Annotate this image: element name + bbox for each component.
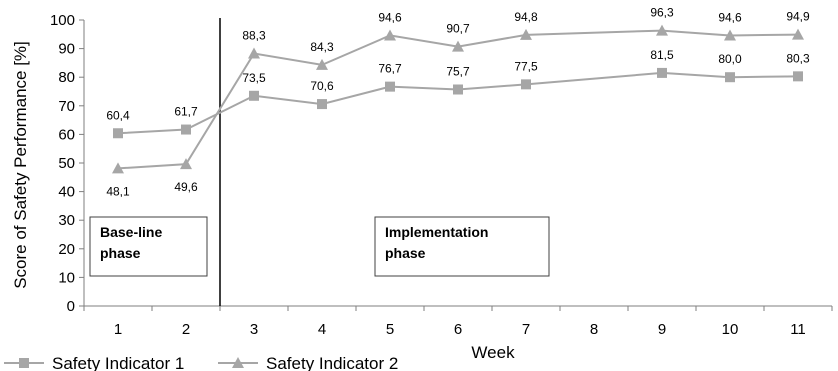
safety-indicator-1-marker [725,72,735,83]
safety-indicator-2-data-label: 96,3 [650,6,674,20]
plot-area: 0 10 20 30 40 50 60 70 80 90 100 1 2 3 4 5 6 7 8 9 10 11 Week S… [4,6,833,371]
safety-indicator-2-data-label: 49,6 [174,180,198,194]
safety-indicator-1-marker [113,128,123,139]
y-tick-label: 70 [58,98,75,115]
safety-indicator-2-data-label: 94,6 [718,10,742,24]
safety-indicator-2-marker [248,47,260,59]
safety-indicator-2-data-label: 90,7 [446,22,470,36]
y-tick-label: 40 [58,184,75,201]
x-axis-title: Week [471,343,515,362]
safety-indicator-2-data-label: 84,3 [310,40,334,54]
x-tick-label: 1 [114,321,122,338]
phase-box [374,216,550,277]
safety-indicator-2-marker [452,40,464,52]
safety-indicator-1-marker [521,79,531,90]
phase-label-line1: Implementation [385,224,488,240]
phase-label-line2: phase [385,245,426,261]
safety-indicator-1-marker [249,90,259,101]
safety-indicator-1-data-label: 77,5 [514,59,538,73]
legend-marker-safety-indicator-1 [19,358,29,368]
safety-indicator-1-data-label: 76,7 [378,62,402,76]
phase-label-line2: phase [100,245,141,261]
y-tick-label: 60 [58,126,75,143]
safety-indicator-2-marker [316,58,328,70]
safety-indicator-1-data-label: 75,7 [446,64,470,78]
safety-indicator-2-marker [792,28,804,40]
safety-indicator-2-data-label: 94,9 [786,10,810,24]
safety-indicator-1-data-label: 73,5 [242,71,266,85]
legend-label-safety-indicator-1: Safety Indicator 1 [52,354,184,371]
safety-indicator-1-marker [793,71,803,82]
safety-indicator-2-data-label: 48,1 [106,184,130,198]
legend-label-safety-indicator-2: Safety Indicator 2 [266,354,398,371]
safety-indicator-2-data-label: 88,3 [242,28,266,42]
x-tick-label: 4 [318,321,326,338]
x-tick-label: 6 [454,321,462,338]
y-tick-label: 100 [50,12,75,29]
y-axis-title: Score of Safety Performance [%] [11,41,30,289]
y-tick-label: 0 [67,298,75,315]
safety-indicator-1-data-label: 61,7 [174,105,198,119]
y-tick-label: 80 [58,69,75,86]
safety-indicator-2-marker [180,158,192,170]
safety-indicator-2-marker [520,28,532,40]
y-tick-label: 20 [58,241,75,258]
safety-indicator-2-marker [384,29,396,41]
safety-indicator-2-marker [112,162,124,174]
phase-box [89,216,208,277]
legend-marker-safety-indicator-2 [232,357,244,368]
safety-indicator-1-data-label: 70,6 [310,79,334,93]
safety-indicator-1-data-label: 81,5 [650,48,674,62]
safety-indicator-1-marker [657,67,667,78]
y-tick-label: 90 [58,41,75,58]
safety-indicator-1-line [117,71,799,135]
x-tick-label: 10 [722,321,739,338]
x-tick-label: 7 [522,321,530,338]
safety-indicator-2-data-label: 94,6 [378,10,402,24]
safety-indicator-1-data-label: 80,3 [786,51,810,65]
y-tick-label: 10 [58,269,75,286]
x-tick-label: 2 [182,321,190,338]
x-tick-label: 9 [658,321,666,338]
x-tick-label: 8 [590,321,598,338]
safety-indicator-2-line [117,29,799,170]
safety-indicator-1-marker [453,84,463,95]
x-tick-label: 5 [386,321,394,338]
y-tick-label: 50 [58,155,75,172]
safety-indicator-1-marker [181,124,191,135]
safety-indicator-1-data-label: 60,4 [106,108,130,122]
x-tick-label: 11 [790,321,806,338]
safety-indicator-1-marker [385,81,395,92]
phase-label-line1: Base-line [100,224,162,240]
safety-indicator-1-marker [317,99,327,110]
y-tick-label: 30 [58,212,75,229]
safety-indicator-1-data-label: 80,0 [718,52,742,66]
safety-indicator-2-marker [724,29,736,41]
safety-indicator-2-data-label: 94,8 [514,10,538,24]
x-tick-label: 3 [250,321,258,338]
safety-indicator-2-marker [656,24,668,36]
